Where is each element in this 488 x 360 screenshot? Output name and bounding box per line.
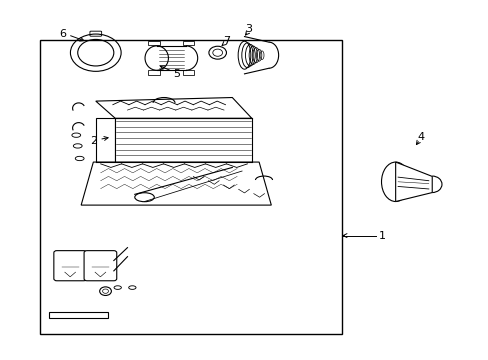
Bar: [49, 312, 108, 318]
Polygon shape: [96, 98, 251, 118]
Text: 2: 2: [90, 136, 97, 145]
Text: 3: 3: [244, 24, 251, 34]
Text: 1: 1: [378, 231, 385, 240]
Text: 4: 4: [417, 132, 424, 142]
Polygon shape: [81, 162, 271, 205]
FancyBboxPatch shape: [54, 251, 86, 281]
Bar: [40, 40, 341, 334]
Bar: [148, 41, 160, 45]
Bar: [148, 70, 160, 75]
Text: 7: 7: [223, 36, 229, 46]
Polygon shape: [395, 162, 431, 202]
Ellipse shape: [381, 162, 409, 202]
Polygon shape: [96, 118, 115, 162]
Text: 6: 6: [60, 29, 66, 39]
Bar: [182, 41, 194, 45]
FancyBboxPatch shape: [84, 251, 117, 281]
Bar: [182, 70, 194, 75]
Polygon shape: [115, 118, 251, 162]
Text: 5: 5: [172, 69, 180, 79]
